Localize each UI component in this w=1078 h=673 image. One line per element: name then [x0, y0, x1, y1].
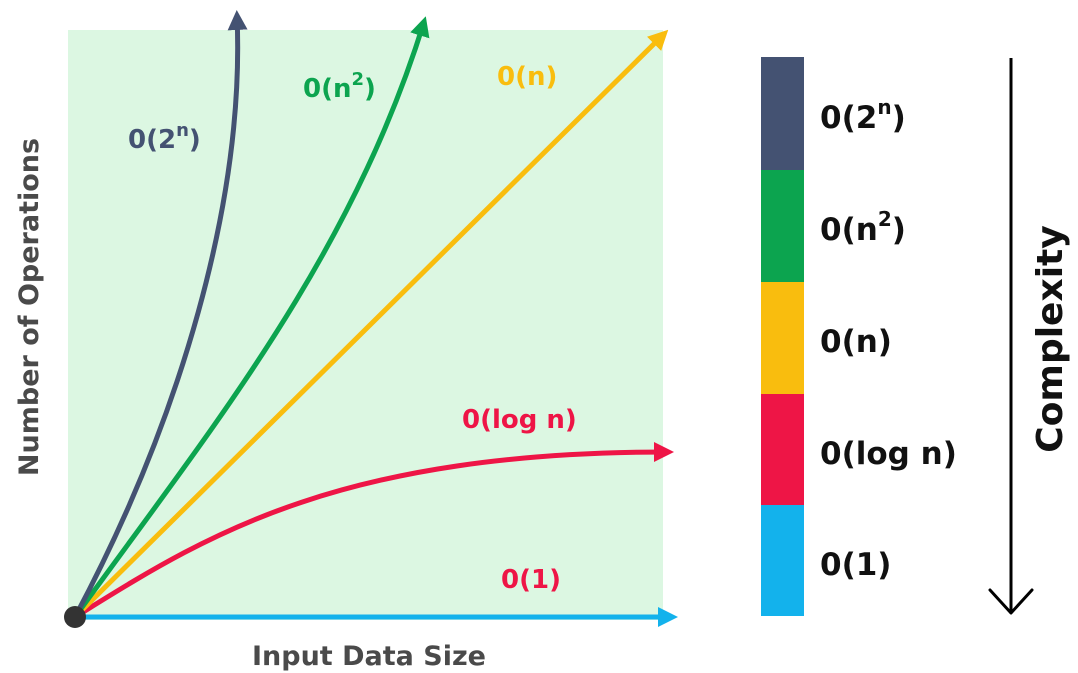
- origin-point: [64, 606, 86, 628]
- x-axis-label: Input Data Size: [252, 641, 486, 672]
- complexity-arrow-head: [988, 588, 1034, 615]
- legend-swatch-logarithmic: [761, 394, 804, 505]
- exponential-curve-label: 0(2n): [128, 120, 201, 155]
- legend-label-linear: 0(n): [820, 324, 892, 360]
- logarithmic-complexity-curve: [73, 442, 674, 620]
- linear-complexity-curve: [73, 29, 669, 619]
- legend: 0(2n) 0(n2) 0(n) 0(log n) 0(1): [761, 57, 957, 616]
- complexity-label: Complexity: [1030, 225, 1071, 452]
- y-axis-label: Number of Operations: [14, 138, 45, 476]
- legend-label-exponential: 0(2n): [820, 95, 906, 136]
- legend-swatch-constant: [761, 505, 804, 616]
- exponential-complexity-curve: [72, 10, 248, 619]
- legend-swatch-exponential: [761, 57, 804, 170]
- plot-background: [68, 30, 663, 620]
- constant-curve-label: 0(1): [501, 565, 561, 595]
- legend-label-quadratic: 0(n2): [820, 207, 906, 248]
- logarithmic-curve-label: 0(log n): [462, 405, 577, 435]
- quadratic-complexity-curve: [72, 16, 430, 619]
- complexity-arrow: [988, 58, 1034, 615]
- linear-curve-label: 0(n): [497, 62, 557, 92]
- legend-label-logarithmic: 0(log n): [820, 436, 957, 472]
- quadratic-curve-label: 0(n2): [303, 69, 376, 104]
- legend-swatch-linear: [761, 282, 804, 394]
- legend-swatch-quadratic: [761, 170, 804, 282]
- legend-label-constant: 0(1): [820, 547, 891, 583]
